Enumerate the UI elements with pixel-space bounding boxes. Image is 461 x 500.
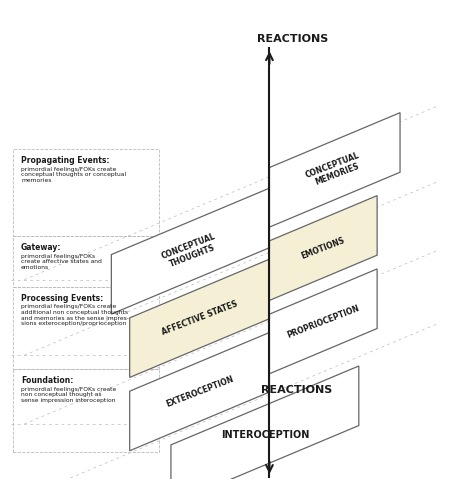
Text: CONCEPTUAL
MEMORIES: CONCEPTUAL MEMORIES bbox=[305, 150, 365, 190]
Text: primordial feelings/FOKs create
additional non conceptual thoughts
and memories : primordial feelings/FOKs create addition… bbox=[21, 304, 129, 326]
Polygon shape bbox=[112, 188, 269, 314]
Text: Processing Events:: Processing Events: bbox=[21, 294, 103, 302]
Polygon shape bbox=[269, 196, 377, 300]
Text: CONCEPTUAL
THOUGHTS: CONCEPTUAL THOUGHTS bbox=[160, 232, 221, 270]
Text: PROPRIOCEPTION: PROPRIOCEPTION bbox=[286, 303, 361, 340]
Bar bbox=[13, 286, 160, 369]
Text: INTEROCEPTION: INTEROCEPTION bbox=[221, 430, 309, 440]
Text: Foundation:: Foundation: bbox=[21, 376, 73, 385]
Bar bbox=[13, 236, 160, 286]
Polygon shape bbox=[130, 259, 269, 378]
Text: primordial feelings/FOKs create
conceptual thoughts or conceptual
memories: primordial feelings/FOKs create conceptu… bbox=[21, 166, 126, 183]
Polygon shape bbox=[269, 269, 377, 374]
Text: primordial feelings/FOKs create
non conceptual thought as
sense impression inter: primordial feelings/FOKs create non conc… bbox=[21, 386, 116, 403]
Text: primordial feelings/FOKs
create affective states and
emotions: primordial feelings/FOKs create affectiv… bbox=[21, 254, 102, 270]
Bar bbox=[13, 369, 160, 452]
Text: REACTIONS: REACTIONS bbox=[261, 385, 332, 395]
Bar bbox=[13, 149, 160, 236]
Text: AFFECTIVE STATES: AFFECTIVE STATES bbox=[160, 300, 239, 337]
Text: Propagating Events:: Propagating Events: bbox=[21, 156, 110, 165]
Polygon shape bbox=[171, 366, 359, 500]
Text: EMOTIONS: EMOTIONS bbox=[300, 236, 346, 260]
Text: Gateway:: Gateway: bbox=[21, 243, 62, 252]
Text: EXTEROCEPTION: EXTEROCEPTION bbox=[165, 374, 235, 409]
Text: REACTIONS: REACTIONS bbox=[257, 34, 328, 44]
Polygon shape bbox=[269, 112, 400, 227]
Polygon shape bbox=[130, 332, 269, 450]
